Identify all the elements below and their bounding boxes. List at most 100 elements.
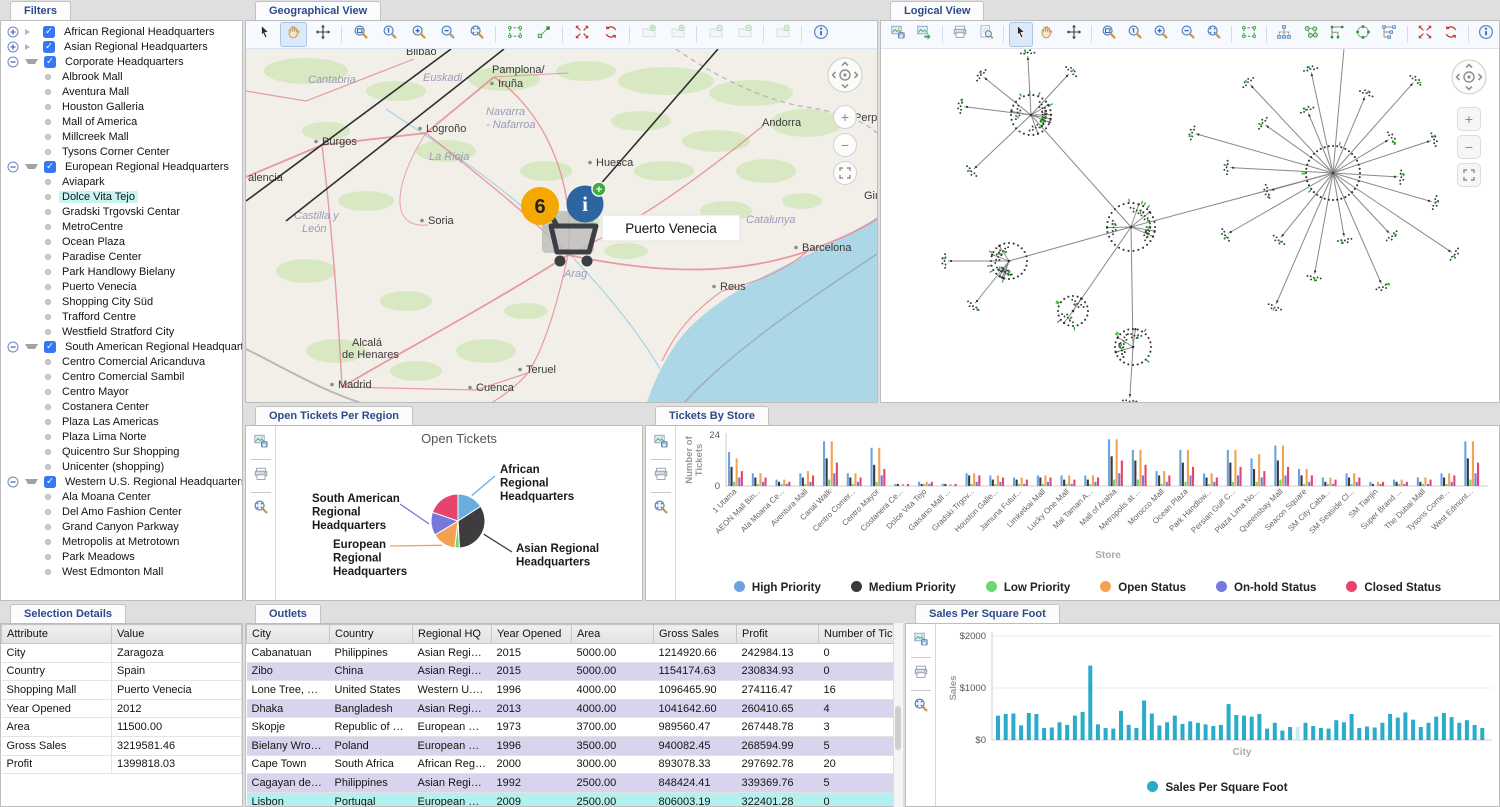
tree-node[interactable]: ✓Asian Regional Headquarters: [1, 39, 242, 54]
table-row[interactable]: Gross Sales3219581.46: [2, 736, 242, 755]
tree-leaf[interactable]: Shopping City Süd: [1, 294, 242, 309]
zoom-original-button[interactable]: [376, 22, 403, 47]
tree-leaf[interactable]: Millcreek Mall: [1, 129, 242, 144]
column-header[interactable]: Attribute: [2, 625, 112, 644]
column-header[interactable]: City: [247, 625, 330, 644]
zoom-in-control[interactable]: +: [833, 105, 857, 129]
rotate-selection-button[interactable]: [597, 22, 624, 47]
disclosure-triangle-icon[interactable]: [25, 164, 38, 169]
tree-leaf[interactable]: Tysons Corner Center: [1, 144, 242, 159]
tree-leaf[interactable]: Westfield Stratford City: [1, 324, 242, 339]
table-row[interactable]: LisbonPortugalEuropean Reg...20092500.00…: [247, 792, 902, 807]
organic-layout-button[interactable]: [1298, 22, 1322, 47]
zoom-out-control[interactable]: −: [1457, 135, 1481, 159]
column-header[interactable]: Number of Tickets: [819, 625, 902, 644]
table-row[interactable]: Profit1399818.03: [2, 755, 242, 774]
compass-control[interactable]: [827, 57, 863, 93]
graph-canvas[interactable]: [881, 49, 1499, 403]
orthogonal-layout-button[interactable]: [1325, 22, 1349, 47]
table-row[interactable]: Cagayan de OroPhilippinesAsian Regiona..…: [247, 774, 902, 793]
export-image-button[interactable]: [910, 630, 932, 652]
table-row[interactable]: CityZaragoza: [2, 644, 242, 663]
tree-leaf[interactable]: Albrook Mall: [1, 69, 242, 84]
move-viewport-tool[interactable]: [309, 22, 336, 47]
zoom-marquee-button[interactable]: [347, 22, 374, 47]
expand-selection-button[interactable]: [1412, 22, 1436, 47]
table-row[interactable]: DhakaBangladeshAsian Regiona...20134000.…: [247, 699, 902, 718]
fit-content-button[interactable]: [1202, 22, 1226, 47]
map-canvas[interactable]: CantabriaEuskadiNavarra- NafarroaLa Rioj…: [246, 49, 877, 403]
tree-leaf[interactable]: Gradski Trgovski Centar: [1, 204, 242, 219]
table-row[interactable]: CountrySpain: [2, 662, 242, 681]
tree-leaf[interactable]: Unicenter (shopping): [1, 459, 242, 474]
table-row[interactable]: SkopjeRepublic of M...European Reg...197…: [247, 718, 902, 737]
tree-leaf[interactable]: Plaza Lima Norte: [1, 429, 242, 444]
tree-leaf[interactable]: Aventura Mall: [1, 84, 242, 99]
tree-node[interactable]: ✓European Regional Headquarters: [1, 159, 242, 174]
transform-mode-button[interactable]: [530, 22, 557, 47]
disclosure-triangle-icon[interactable]: [25, 479, 38, 484]
tab-geographical-view[interactable]: Geographical View: [255, 1, 381, 20]
tree-leaf[interactable]: Centro Comercial Aricanduva: [1, 354, 242, 369]
disclosure-triangle-icon[interactable]: [25, 344, 38, 349]
tree-leaf[interactable]: Park Handlowy Bielany: [1, 264, 242, 279]
select-tool[interactable]: [251, 22, 278, 47]
tab-tickets-by-store[interactable]: Tickets By Store: [655, 406, 769, 425]
tree-leaf[interactable]: MetroCentre: [1, 219, 242, 234]
column-header[interactable]: Gross Sales: [654, 625, 737, 644]
tree-checkbox[interactable]: ✓: [44, 56, 56, 68]
table-row[interactable]: Area11500.00: [2, 718, 242, 737]
zoom-out-button[interactable]: [1175, 22, 1199, 47]
tree-layout-button[interactable]: [1377, 22, 1401, 47]
print-preview-button[interactable]: [974, 22, 998, 47]
fit-content-button[interactable]: [463, 22, 490, 47]
print-button[interactable]: [947, 22, 971, 47]
zoom-out-button[interactable]: [434, 22, 461, 47]
tab-logical-view[interactable]: Logical View: [890, 1, 984, 20]
table-row[interactable]: CabanatuanPhilippinesAsian Regiona...201…: [247, 644, 902, 663]
tree-leaf[interactable]: Costanera Center: [1, 399, 242, 414]
expand-icon[interactable]: [7, 41, 19, 53]
print-button[interactable]: [650, 465, 672, 487]
zoom-in-button[interactable]: [1149, 22, 1173, 47]
tree-leaf[interactable]: Trafford Centre: [1, 309, 242, 324]
tree-leaf[interactable]: Plaza Las Americas: [1, 414, 242, 429]
tree-leaf[interactable]: Grand Canyon Parkway: [1, 519, 242, 534]
table-row[interactable]: Year Opened2012: [2, 699, 242, 718]
zoom-fit-button[interactable]: [910, 696, 932, 718]
tree-leaf[interactable]: Metropolis at Metrotown: [1, 534, 242, 549]
zoom-original-button[interactable]: [1123, 22, 1147, 47]
tree-leaf[interactable]: Centro Mayor: [1, 384, 242, 399]
collapse-icon[interactable]: [7, 341, 19, 353]
tree-leaf[interactable]: Park Meadows: [1, 549, 242, 564]
column-header[interactable]: Regional HQ: [413, 625, 492, 644]
pan-tool[interactable]: [280, 22, 307, 47]
tree-leaf[interactable]: Centro Comercial Sambil: [1, 369, 242, 384]
zoom-marquee-button[interactable]: [1097, 22, 1121, 47]
print-button[interactable]: [250, 465, 272, 487]
table-row[interactable]: Cape TownSouth AfricaAfrican Region...20…: [247, 755, 902, 774]
collapse-icon[interactable]: [7, 476, 19, 488]
collapse-icon[interactable]: [7, 161, 19, 173]
marquee-select-button[interactable]: [501, 22, 528, 47]
tree-leaf[interactable]: Aviapark: [1, 174, 242, 189]
tab-selection-details[interactable]: Selection Details: [10, 604, 126, 623]
fit-control[interactable]: [1457, 163, 1481, 187]
tree-leaf[interactable]: Del Amo Fashion Center: [1, 504, 242, 519]
info-button[interactable]: [1474, 22, 1498, 47]
circular-layout-button[interactable]: [1351, 22, 1375, 47]
tree-node[interactable]: ✓Western U.S. Regional Headquarters: [1, 474, 242, 489]
tree-leaf[interactable]: Ala Moana Center: [1, 489, 242, 504]
disclosure-triangle-icon[interactable]: [25, 29, 37, 35]
tree-node[interactable]: ✓African Regional Headquarters: [1, 24, 242, 39]
tree-checkbox[interactable]: ✓: [43, 26, 55, 38]
outlets-scrollbar[interactable]: [893, 623, 903, 807]
column-header[interactable]: Country: [330, 625, 413, 644]
tree-leaf[interactable]: Paradise Center: [1, 249, 242, 264]
export-image-button[interactable]: [912, 22, 936, 47]
tree-leaf[interactable]: Mall of America: [1, 114, 242, 129]
tab-filters[interactable]: Filters: [10, 1, 71, 20]
pan-tool[interactable]: [1035, 22, 1059, 47]
tree-leaf[interactable]: Puerto Venecia: [1, 279, 242, 294]
table-row[interactable]: Shopping MallPuerto Venecia: [2, 681, 242, 700]
